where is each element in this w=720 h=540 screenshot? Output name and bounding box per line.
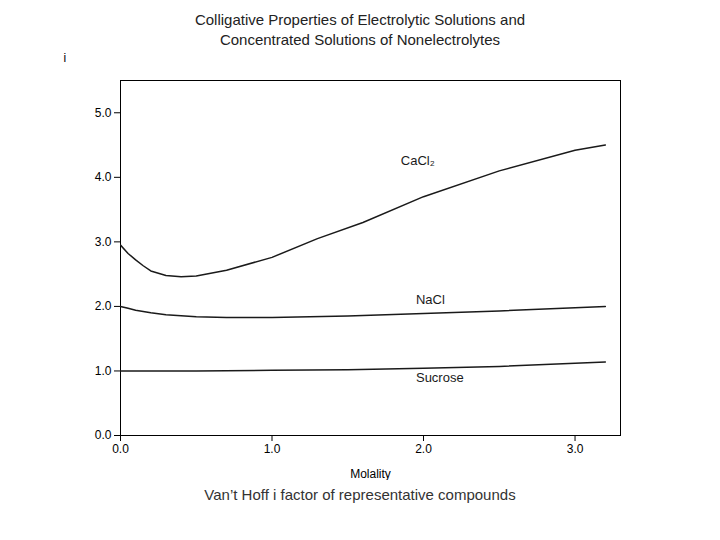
svg-text:Sucrose: Sucrose xyxy=(416,370,464,385)
svg-text:0.0: 0.0 xyxy=(112,442,129,456)
html-text:Van’t Hoff i factor of represe: Van’t Hoff i factor of representative co… xyxy=(204,486,516,503)
svg-text:5.0: 5.0 xyxy=(95,106,112,120)
svg-text:0.0: 0.0 xyxy=(95,428,112,442)
svg-text:3.0: 3.0 xyxy=(95,235,112,249)
html-text:Colligative Properties of Elec: Colligative Properties of Electrolytic S… xyxy=(194,11,526,28)
svg-text:i: i xyxy=(64,51,67,65)
svg-text:3.0: 3.0 xyxy=(567,442,584,456)
svg-text:1.0: 1.0 xyxy=(95,364,112,378)
svg-text:2.0: 2.0 xyxy=(415,442,432,456)
html-text:Concentrated Solutions of None: Concentrated Solutions of Nonelectrolyte… xyxy=(219,31,501,48)
svg-text:CaCl₂: CaCl₂ xyxy=(401,153,435,168)
svg-text:2.0: 2.0 xyxy=(95,299,112,313)
svg-text:4.0: 4.0 xyxy=(95,170,112,184)
svg-text:Molality: Molality xyxy=(350,467,391,481)
svg-text:NaCl: NaCl xyxy=(416,292,445,307)
svg-text:1.0: 1.0 xyxy=(264,442,281,456)
